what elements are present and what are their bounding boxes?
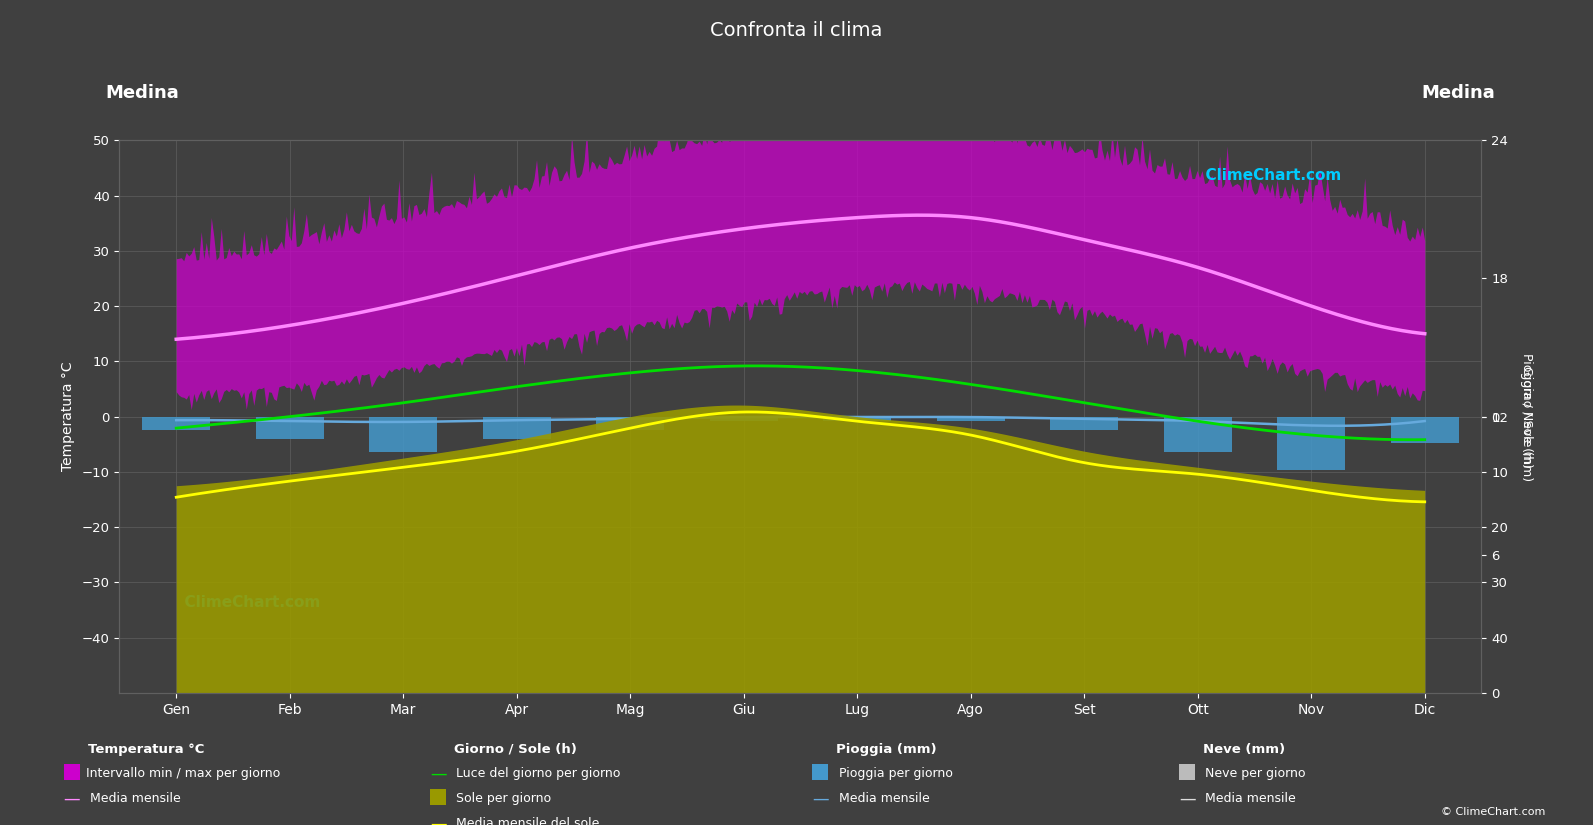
Bar <box>1050 417 1118 430</box>
Text: Medina: Medina <box>105 83 180 101</box>
Text: Giorno / Sole (h): Giorno / Sole (h) <box>454 742 577 756</box>
Text: Media mensile del sole: Media mensile del sole <box>452 817 601 825</box>
Text: Neve per giorno: Neve per giorno <box>1201 767 1306 780</box>
Text: Media mensile: Media mensile <box>86 792 180 805</box>
Bar <box>1163 417 1231 452</box>
Bar <box>255 417 323 439</box>
Text: —: — <box>1179 790 1195 808</box>
Text: Neve (mm): Neve (mm) <box>1203 742 1286 756</box>
Text: —: — <box>812 790 828 808</box>
Bar <box>596 417 664 430</box>
Text: ClimeChart.com: ClimeChart.com <box>1195 167 1341 183</box>
Text: —: — <box>64 790 80 808</box>
Y-axis label: Giorno / Sole (h): Giorno / Sole (h) <box>1520 365 1532 468</box>
Text: © ClimeChart.com: © ClimeChart.com <box>1440 807 1545 817</box>
Text: —: — <box>430 765 446 783</box>
Bar <box>142 417 210 430</box>
Bar <box>709 417 777 421</box>
Text: Media mensile: Media mensile <box>1201 792 1295 805</box>
Text: Intervallo min / max per giorno: Intervallo min / max per giorno <box>86 767 280 780</box>
Text: Sole per giorno: Sole per giorno <box>452 792 551 805</box>
Text: Luce del giorno per giorno: Luce del giorno per giorno <box>452 767 621 780</box>
Text: Pioggia per giorno: Pioggia per giorno <box>835 767 953 780</box>
Bar <box>824 417 892 421</box>
Bar <box>483 417 551 439</box>
Text: Confronta il clima: Confronta il clima <box>710 21 883 40</box>
Text: Media mensile: Media mensile <box>835 792 929 805</box>
Bar <box>1391 417 1459 443</box>
Y-axis label: Temperatura °C: Temperatura °C <box>61 362 75 471</box>
Bar <box>370 417 436 452</box>
Text: Pioggia (mm): Pioggia (mm) <box>836 742 937 756</box>
Text: Medina: Medina <box>1421 83 1496 101</box>
Text: —: — <box>430 814 446 825</box>
Bar <box>937 417 1005 421</box>
Bar <box>1278 417 1346 469</box>
Y-axis label: Pioggia / Neve (mm): Pioggia / Neve (mm) <box>1520 352 1532 481</box>
Text: Temperatura °C: Temperatura °C <box>88 742 204 756</box>
Text: ClimeChart.com: ClimeChart.com <box>174 595 320 610</box>
